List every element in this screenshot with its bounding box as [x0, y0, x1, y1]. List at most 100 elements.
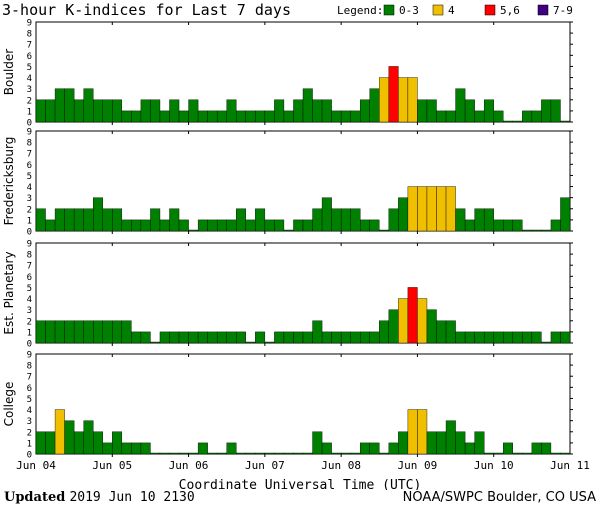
k-bar	[35, 99, 46, 123]
k-bar	[522, 331, 533, 344]
k-bar	[455, 208, 466, 232]
k-bar	[283, 452, 294, 455]
k-bar	[112, 99, 123, 123]
k-bar	[35, 431, 46, 455]
station-label: Est. Planetary	[2, 251, 16, 334]
panels: 0123456789Boulder0123456789Fredericksbur…	[2, 19, 573, 461]
legend-title: Legend:	[337, 4, 383, 17]
k-bar	[197, 110, 208, 123]
k-bar	[512, 120, 523, 123]
k-bar	[531, 229, 542, 232]
k-bar	[54, 88, 65, 123]
k-bar	[150, 452, 161, 455]
k-bar	[121, 219, 132, 232]
k-bar	[493, 331, 504, 344]
k-bar	[321, 442, 332, 455]
k-bar	[274, 99, 285, 123]
k-bar	[331, 208, 342, 232]
k-bar	[379, 452, 390, 455]
k-bar	[102, 208, 113, 232]
k-bar	[445, 420, 456, 455]
k-bar	[417, 298, 428, 344]
y-tick-label: 1	[27, 328, 32, 338]
k-bar	[464, 219, 475, 232]
station-label: Boulder	[2, 49, 16, 96]
k-bar	[283, 331, 294, 344]
k-bar	[560, 120, 571, 123]
x-tick-label: Jun 08	[321, 459, 361, 472]
k-bar	[112, 208, 123, 232]
station-label: Fredericksburg	[2, 137, 16, 226]
k-bar	[369, 331, 380, 344]
k-bar	[45, 99, 56, 123]
k-bar	[522, 110, 533, 123]
k-bar	[73, 431, 84, 455]
k-bar	[388, 208, 399, 232]
k-bar	[188, 452, 199, 455]
k-bar	[436, 110, 447, 123]
k-bar	[197, 331, 208, 344]
y-tick-label: 7	[27, 373, 32, 383]
credit-text: NOAA/SWPC Boulder, CO USA	[402, 490, 596, 505]
k-bar	[350, 452, 361, 455]
k-bar	[426, 309, 437, 344]
chart-title: 3-hour K-indices for Last 7 days	[2, 1, 291, 19]
x-tick-label: Jun 07	[245, 459, 285, 472]
k-bar	[474, 208, 485, 232]
k-bar	[207, 331, 218, 344]
k-bar	[169, 452, 180, 455]
y-tick-label: 7	[27, 41, 32, 51]
k-bar	[54, 409, 65, 455]
k-bar	[178, 331, 189, 344]
y-tick-label: 6	[27, 384, 32, 394]
k-bar	[169, 99, 180, 123]
k-bar	[64, 320, 75, 344]
k-bar	[474, 110, 485, 123]
k-bar	[150, 208, 161, 232]
y-tick-label: 3	[27, 194, 32, 204]
k-bar	[312, 99, 323, 123]
k-bar	[112, 431, 123, 455]
y-tick-label: 0	[27, 228, 32, 238]
k-bar	[445, 186, 456, 232]
k-bar	[188, 331, 199, 344]
k-bar	[245, 341, 256, 344]
y-tick-label: 1	[27, 107, 32, 117]
k-bar	[293, 452, 304, 455]
k-bar	[73, 320, 84, 344]
k-bar	[483, 99, 494, 123]
k-bar	[140, 331, 151, 344]
k-bar	[283, 110, 294, 123]
x-axis-label: Coordinate Universal Time (UTC)	[179, 478, 422, 490]
k-bar	[302, 331, 313, 344]
k-bar	[426, 99, 437, 123]
y-tick-label: 8	[27, 251, 32, 261]
y-tick-label: 4	[27, 183, 32, 193]
k-bar	[226, 99, 237, 123]
k-bar	[369, 442, 380, 455]
y-tick-label: 3	[27, 85, 32, 95]
y-tick-label: 2	[27, 96, 32, 106]
k-bar	[455, 431, 466, 455]
k-bar	[464, 99, 475, 123]
k-bar	[64, 208, 75, 232]
y-tick-label: 1	[27, 216, 32, 226]
k-bar	[121, 110, 132, 123]
legend-label-1: 0-3	[399, 4, 419, 17]
k-bar	[64, 420, 75, 455]
k-bar	[302, 452, 313, 455]
k-bar	[197, 442, 208, 455]
k-bar	[503, 331, 513, 344]
k-bar	[302, 88, 313, 123]
k-bar	[445, 110, 456, 123]
k-bar	[159, 219, 170, 232]
k-bar	[321, 99, 332, 123]
y-tick-label: 4	[27, 74, 32, 84]
k-bar	[255, 110, 266, 123]
k-bar	[255, 331, 266, 344]
k-bar	[264, 110, 275, 123]
k-bar	[140, 99, 151, 123]
k-bar	[121, 442, 132, 455]
k-bar	[445, 320, 456, 344]
